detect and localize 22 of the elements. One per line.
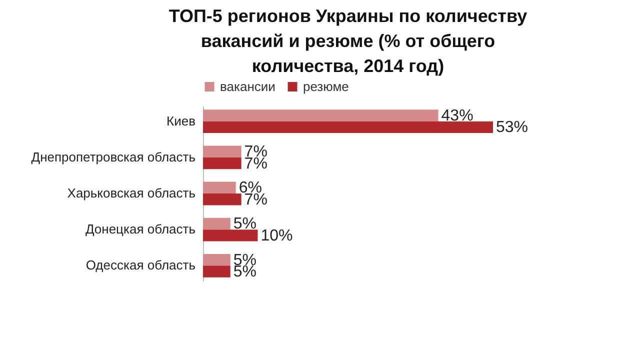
- bar: [203, 121, 493, 134]
- y-tick-label: Днепропетровская область: [31, 149, 196, 164]
- bar: [203, 157, 242, 170]
- y-tick-label: Одесская область: [86, 258, 196, 273]
- bar: [203, 110, 438, 122]
- bar: [203, 146, 242, 158]
- bar: [203, 230, 258, 242]
- legend-label: вакансии: [220, 78, 276, 94]
- bar: [203, 194, 242, 206]
- y-tick-label: Харьковская область: [67, 186, 196, 200]
- bar: [203, 254, 230, 266]
- bar: [203, 218, 230, 230]
- data-label: 10%: [260, 227, 293, 244]
- bar: [203, 182, 236, 194]
- data-label: 5%: [233, 216, 256, 233]
- y-tick-label: Киев: [166, 113, 196, 128]
- chart-title: ТОП-5 регионов Украины по количеству вакансий и резюме (% от общего количества, 2014 год): [168, 6, 528, 76]
- legend-label: резюме: [303, 78, 349, 94]
- data-label: 53%: [496, 119, 528, 136]
- y-tick-label: Донецкая область: [85, 222, 196, 237]
- data-label: 43%: [441, 107, 474, 124]
- bar: [203, 266, 230, 278]
